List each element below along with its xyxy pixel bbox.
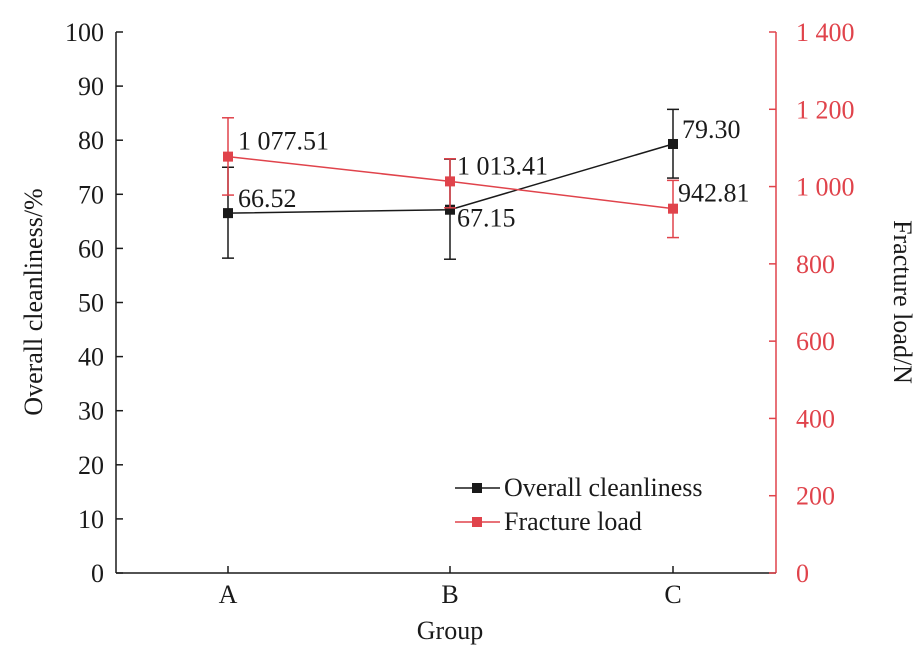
- left-tick-label: 80: [78, 126, 104, 155]
- data-label: 66.52: [238, 184, 297, 213]
- right-tick-label: 0: [796, 559, 809, 588]
- right-tick-label: 400: [796, 404, 835, 433]
- x-ticks-group: A B C: [219, 566, 682, 609]
- right-tick-label: 200: [796, 482, 835, 511]
- right-tick-label: 1 200: [796, 95, 855, 124]
- legend-marker-overall-cleanliness: [472, 483, 482, 493]
- legend-marker-fracture-load: [472, 517, 482, 527]
- left-ticks-group: 0 10 20 30 40 50 60 70 80 90 100: [65, 18, 123, 588]
- x-axis-title: Group: [417, 616, 483, 645]
- left-tick-label: 0: [91, 559, 104, 588]
- x-tick-label: B: [441, 580, 458, 609]
- legend: Overall cleanliness Fracture load: [455, 473, 703, 536]
- left-y-axis-title: Overall cleanliness/%: [19, 188, 48, 415]
- left-tick-label: 70: [78, 180, 104, 209]
- left-tick-label: 20: [78, 451, 104, 480]
- series-group: [222, 108, 679, 260]
- data-point-overall-cleanliness: [668, 138, 678, 149]
- left-tick-label: 60: [78, 234, 104, 263]
- data-point-overall-cleanliness: [223, 208, 233, 219]
- right-y-axis-title: Fracture load/N: [888, 220, 917, 384]
- right-tick-label: 600: [796, 327, 835, 356]
- legend-label-overall-cleanliness: Overall cleanliness: [504, 473, 703, 502]
- x-tick-label: C: [664, 580, 681, 609]
- x-tick-label: A: [219, 580, 238, 609]
- data-label: 942.81: [678, 179, 750, 208]
- data-labels-group: 66.52 67.15 79.30 1 077.51 1 013.41 942.81: [238, 115, 750, 233]
- right-tick-label: 1 400: [796, 18, 855, 47]
- left-tick-label: 30: [78, 397, 104, 426]
- data-point-fracture-load: [668, 203, 678, 214]
- data-point-overall-cleanliness: [445, 204, 455, 215]
- data-label: 67.15: [457, 204, 516, 233]
- data-label: 1 013.41: [457, 151, 548, 180]
- data-label: 1 077.51: [238, 127, 329, 156]
- left-tick-label: 40: [78, 343, 104, 372]
- data-point-fracture-load: [223, 151, 233, 162]
- data-point-fracture-load: [445, 176, 455, 187]
- data-label: 79.30: [682, 115, 741, 144]
- left-tick-label: 90: [78, 72, 104, 101]
- left-tick-label: 100: [65, 18, 104, 47]
- right-ticks-group: 0 200 400 600 800 1 000 1 200 1 400: [769, 18, 855, 588]
- left-tick-label: 10: [78, 505, 104, 534]
- right-tick-label: 1 000: [796, 173, 855, 202]
- left-tick-label: 50: [78, 289, 104, 318]
- legend-label-fracture-load: Fracture load: [504, 507, 642, 536]
- right-tick-label: 800: [796, 250, 835, 279]
